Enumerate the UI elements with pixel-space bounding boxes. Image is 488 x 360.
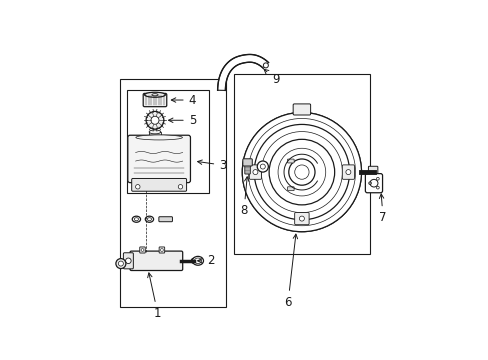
Text: 9: 9 [264, 69, 279, 86]
Bar [120, 79, 225, 307]
Circle shape [192, 259, 195, 262]
Circle shape [242, 112, 361, 232]
Circle shape [125, 258, 131, 264]
FancyBboxPatch shape [123, 253, 133, 269]
Ellipse shape [136, 135, 182, 140]
Circle shape [252, 170, 257, 175]
Circle shape [299, 216, 304, 221]
Circle shape [135, 185, 140, 189]
Ellipse shape [144, 92, 165, 97]
Text: 7: 7 [379, 194, 386, 224]
Ellipse shape [132, 216, 140, 222]
Circle shape [345, 170, 350, 175]
FancyBboxPatch shape [130, 251, 183, 270]
FancyBboxPatch shape [294, 212, 308, 225]
Ellipse shape [145, 216, 153, 222]
FancyBboxPatch shape [127, 135, 190, 183]
FancyBboxPatch shape [159, 217, 172, 222]
Circle shape [151, 116, 159, 124]
Circle shape [160, 249, 163, 251]
Circle shape [146, 111, 163, 129]
Text: 8: 8 [240, 177, 248, 217]
Text: 3: 3 [197, 159, 226, 172]
FancyBboxPatch shape [342, 165, 354, 179]
Text: 2: 2 [197, 254, 214, 267]
Ellipse shape [192, 256, 203, 265]
FancyBboxPatch shape [365, 174, 382, 193]
Text: 1: 1 [147, 273, 161, 320]
Circle shape [257, 161, 268, 172]
FancyBboxPatch shape [159, 247, 164, 253]
Bar [127, 90, 208, 193]
FancyBboxPatch shape [244, 165, 250, 174]
FancyBboxPatch shape [143, 93, 166, 107]
Ellipse shape [191, 258, 196, 263]
Circle shape [141, 249, 143, 251]
FancyBboxPatch shape [287, 187, 293, 191]
FancyBboxPatch shape [293, 104, 310, 115]
FancyBboxPatch shape [243, 159, 252, 166]
Circle shape [116, 258, 125, 269]
FancyBboxPatch shape [131, 179, 186, 191]
Ellipse shape [263, 63, 268, 68]
Circle shape [242, 112, 361, 232]
Polygon shape [217, 54, 268, 90]
Bar [149, 132, 161, 139]
Text: 6: 6 [284, 234, 297, 309]
FancyBboxPatch shape [367, 166, 377, 178]
Text: 4: 4 [171, 94, 196, 107]
FancyBboxPatch shape [287, 159, 293, 163]
Circle shape [118, 261, 123, 266]
Ellipse shape [152, 94, 158, 96]
Circle shape [178, 185, 183, 189]
Bar [233, 74, 369, 254]
Text: 5: 5 [168, 114, 196, 127]
FancyBboxPatch shape [249, 165, 261, 179]
Circle shape [288, 159, 314, 185]
Ellipse shape [149, 130, 161, 134]
FancyBboxPatch shape [140, 247, 145, 253]
